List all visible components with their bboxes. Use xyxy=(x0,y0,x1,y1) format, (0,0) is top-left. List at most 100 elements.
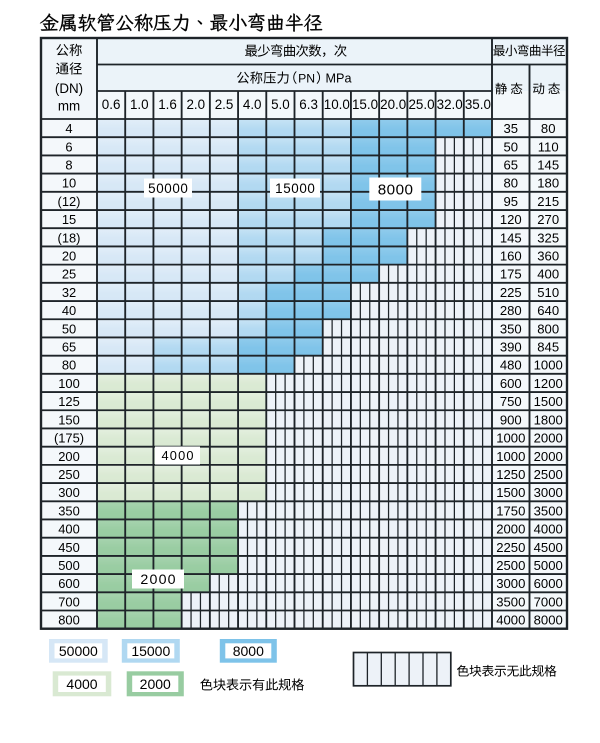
svg-text:150: 150 xyxy=(58,412,80,427)
svg-text:800: 800 xyxy=(537,321,559,336)
svg-text:450: 450 xyxy=(58,540,80,555)
svg-text:175: 175 xyxy=(500,267,522,282)
svg-text:8000: 8000 xyxy=(534,613,563,628)
svg-text:325: 325 xyxy=(537,230,559,245)
svg-text:8: 8 xyxy=(65,158,72,173)
svg-text:4000: 4000 xyxy=(496,613,525,628)
svg-text:200: 200 xyxy=(58,449,80,464)
svg-text:4000: 4000 xyxy=(534,522,563,537)
svg-text:15000: 15000 xyxy=(275,181,315,196)
svg-text:7000: 7000 xyxy=(534,594,563,609)
svg-text:2250: 2250 xyxy=(496,540,525,555)
svg-text:(DN): (DN) xyxy=(55,81,83,96)
svg-text:120: 120 xyxy=(500,212,522,227)
svg-text:40: 40 xyxy=(62,303,76,318)
svg-text:15.0: 15.0 xyxy=(352,97,378,112)
svg-text:6: 6 xyxy=(65,139,72,154)
svg-text:270: 270 xyxy=(537,212,559,227)
svg-text:1.6: 1.6 xyxy=(158,97,177,112)
svg-text:5000: 5000 xyxy=(534,558,563,573)
svg-text:(175): (175) xyxy=(54,431,84,446)
svg-text:4000: 4000 xyxy=(161,448,194,463)
svg-text:160: 160 xyxy=(500,249,522,264)
svg-text:1500: 1500 xyxy=(496,485,525,500)
svg-text:4.0: 4.0 xyxy=(243,97,262,112)
svg-text:3500: 3500 xyxy=(534,503,563,518)
svg-text:4000: 4000 xyxy=(66,676,97,692)
svg-text:500: 500 xyxy=(58,558,80,573)
svg-text:3500: 3500 xyxy=(496,594,525,609)
svg-text:15: 15 xyxy=(62,212,76,227)
svg-text:2500: 2500 xyxy=(496,558,525,573)
svg-text:845: 845 xyxy=(537,340,559,355)
svg-text:10.0: 10.0 xyxy=(324,97,350,112)
svg-text:50: 50 xyxy=(62,321,76,336)
svg-text:1000: 1000 xyxy=(496,449,525,464)
svg-text:145: 145 xyxy=(537,158,559,173)
svg-text:3000: 3000 xyxy=(496,576,525,591)
svg-text:4500: 4500 xyxy=(534,540,563,555)
svg-text:25: 25 xyxy=(62,267,76,282)
svg-text:80: 80 xyxy=(504,176,519,191)
svg-text:1000: 1000 xyxy=(534,358,563,373)
svg-text:6.3: 6.3 xyxy=(299,97,318,112)
svg-text:65: 65 xyxy=(62,340,76,355)
svg-text:750: 750 xyxy=(500,394,522,409)
svg-text:50000: 50000 xyxy=(148,181,188,196)
svg-text:4: 4 xyxy=(65,121,72,136)
svg-text:400: 400 xyxy=(537,267,559,282)
svg-text:(12): (12) xyxy=(58,194,81,209)
svg-text:640: 640 xyxy=(537,303,559,318)
svg-text:2000: 2000 xyxy=(534,449,563,464)
svg-text:3000: 3000 xyxy=(534,485,563,500)
svg-text:35.0: 35.0 xyxy=(465,97,491,112)
svg-text:MPa: MPa xyxy=(326,72,352,86)
svg-text:600: 600 xyxy=(58,576,80,591)
svg-text:215: 215 xyxy=(537,194,559,209)
svg-text:800: 800 xyxy=(58,613,80,628)
svg-text:35: 35 xyxy=(504,121,519,136)
svg-text:1250: 1250 xyxy=(496,467,525,482)
svg-text:2.5: 2.5 xyxy=(215,97,234,112)
svg-text:25.0: 25.0 xyxy=(408,97,434,112)
svg-text:2.0: 2.0 xyxy=(186,97,205,112)
svg-text:145: 145 xyxy=(500,230,522,245)
svg-text:280: 280 xyxy=(500,303,522,318)
svg-text:(18): (18) xyxy=(58,230,81,245)
svg-text:0.6: 0.6 xyxy=(102,97,121,112)
svg-text:2500: 2500 xyxy=(534,467,563,482)
svg-text:5.0: 5.0 xyxy=(271,97,290,112)
svg-text:700: 700 xyxy=(58,594,80,609)
svg-text:10: 10 xyxy=(62,176,76,191)
svg-text:900: 900 xyxy=(500,412,522,427)
svg-text:20.0: 20.0 xyxy=(380,97,406,112)
svg-text:390: 390 xyxy=(500,340,522,355)
svg-text:32: 32 xyxy=(62,285,76,300)
svg-text:480: 480 xyxy=(500,358,522,373)
svg-text:8000: 8000 xyxy=(378,182,414,199)
svg-text:400: 400 xyxy=(58,522,80,537)
svg-text:110: 110 xyxy=(538,139,559,154)
svg-text:1800: 1800 xyxy=(534,412,563,427)
svg-text:1200: 1200 xyxy=(534,376,563,391)
svg-text:1.0: 1.0 xyxy=(130,97,149,112)
svg-text:100: 100 xyxy=(58,376,80,391)
svg-text:1750: 1750 xyxy=(496,503,525,518)
svg-text:PN: PN xyxy=(298,72,315,86)
svg-text:65: 65 xyxy=(504,158,519,173)
svg-text:6000: 6000 xyxy=(534,576,563,591)
svg-text:8000: 8000 xyxy=(233,643,264,659)
svg-text:2000: 2000 xyxy=(140,676,171,692)
svg-text:125: 125 xyxy=(58,394,80,409)
svg-text:2000: 2000 xyxy=(140,572,176,588)
svg-text:350: 350 xyxy=(500,321,522,336)
svg-text:95: 95 xyxy=(504,194,519,209)
svg-text:80: 80 xyxy=(541,121,556,136)
svg-text:20: 20 xyxy=(62,249,76,264)
svg-text:mm: mm xyxy=(58,99,80,114)
svg-text:225: 225 xyxy=(500,285,522,300)
svg-text:50: 50 xyxy=(504,139,519,154)
svg-text:600: 600 xyxy=(500,376,522,391)
svg-text:510: 510 xyxy=(537,285,559,300)
svg-text:32.0: 32.0 xyxy=(437,97,463,112)
